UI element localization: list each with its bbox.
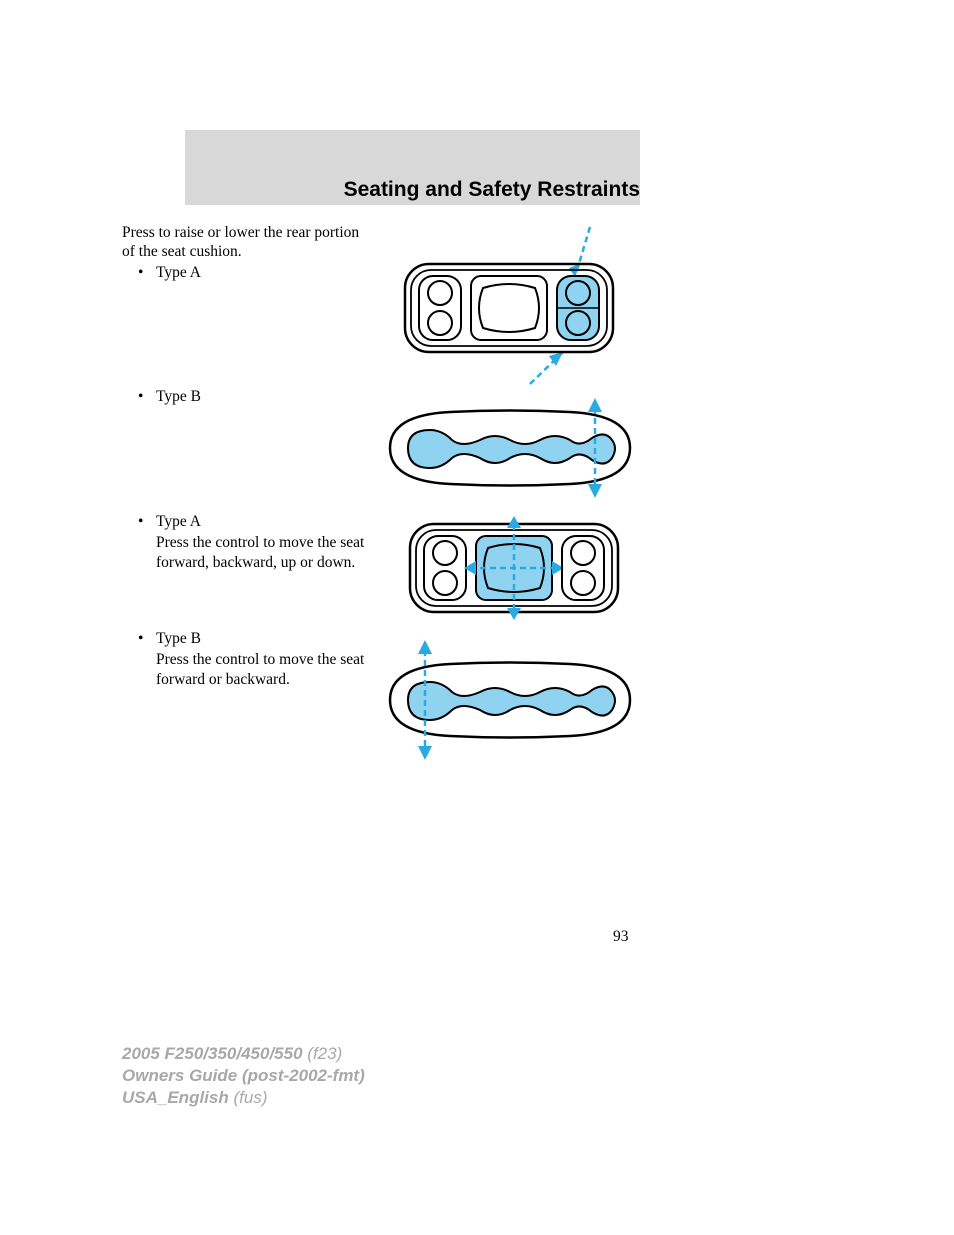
- diagram-type-b-fwd: [380, 632, 645, 762]
- page-number: 93: [613, 928, 629, 946]
- footer-line-3: USA_English (fus): [122, 1087, 365, 1109]
- bullet-label: Type A: [156, 264, 201, 282]
- footer-code-3: (fus): [233, 1088, 267, 1107]
- footer-lang: USA_English: [122, 1088, 229, 1107]
- bullet-label: Type B: [156, 388, 201, 406]
- bullet-label: Type A: [156, 513, 201, 531]
- diagram-type-a-all: [400, 510, 630, 625]
- footer-line-1: 2005 F250/350/450/550 (f23): [122, 1043, 365, 1065]
- footer-model: 2005 F250/350/450/550: [122, 1044, 303, 1063]
- page-title: Seating and Safety Restraints: [320, 178, 640, 202]
- bullet-dot: •: [138, 264, 143, 282]
- footer-line-2: Owners Guide (post-2002-fmt): [122, 1065, 365, 1087]
- bullet-dot: •: [138, 388, 143, 406]
- bullet-dot: •: [138, 630, 143, 648]
- footer-code-1: (f23): [307, 1044, 342, 1063]
- bullet-desc: Press the control to move the seat forwa…: [156, 650, 391, 690]
- footer-guide: Owners Guide (post-2002-fmt): [122, 1066, 365, 1085]
- intro-text: Press to raise or lower the rear portion…: [122, 223, 372, 262]
- diagram-type-b-rear: [380, 390, 645, 505]
- bullet-label: Type B: [156, 630, 201, 648]
- footer-block: 2005 F250/350/450/550 (f23) Owners Guide…: [122, 1043, 365, 1109]
- diagram-type-a-rear: [395, 222, 640, 387]
- bullet-desc: Press the control to move the seat forwa…: [156, 533, 391, 573]
- bullet-dot: •: [138, 513, 143, 531]
